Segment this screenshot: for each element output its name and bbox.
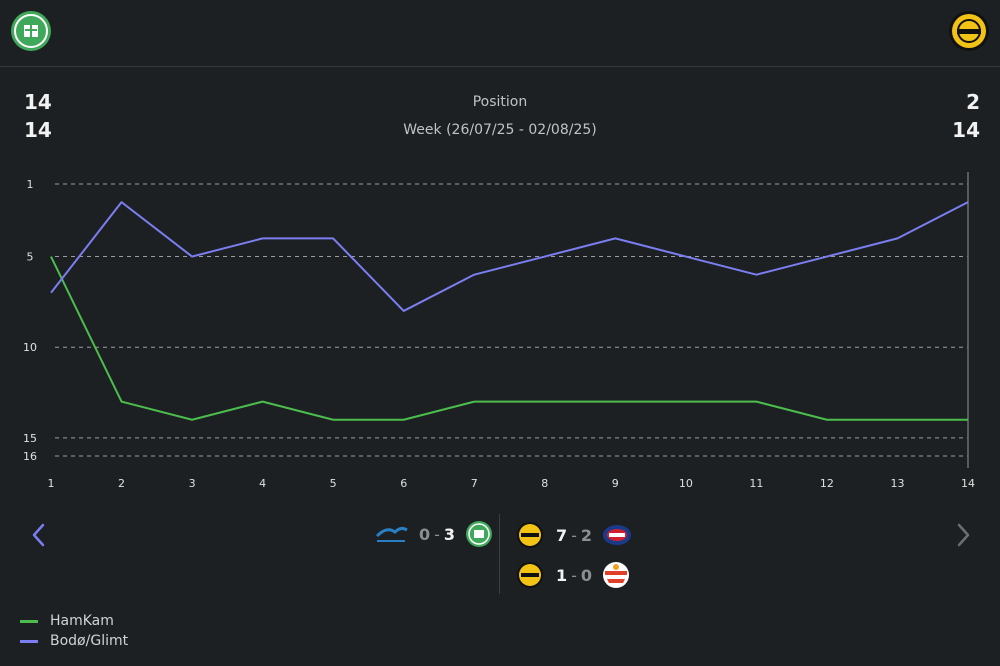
home-match-home-score: 0	[419, 524, 431, 544]
legend-home: HamKam	[20, 613, 114, 629]
legend-home-swatch	[20, 619, 38, 623]
chart-title: Position	[472, 94, 528, 110]
series-line-bodo-glimt	[50, 201, 969, 312]
away-match-1-home-score: 7	[556, 525, 568, 545]
kfum-oslo-crest-icon	[375, 526, 408, 542]
valerenga-crest-icon	[603, 525, 632, 545]
legend-away-label: Bodø/Glimt	[50, 633, 129, 649]
x-tick-label-10: 10	[679, 477, 693, 490]
x-tick-label-7: 7	[471, 477, 478, 490]
x-tick-label-3: 3	[189, 477, 196, 490]
away-match-2-away-score: 0	[580, 565, 593, 585]
x-tick-label-8: 8	[541, 477, 548, 490]
hamkam-crest-icon	[466, 521, 493, 547]
bodo-glimt-crest-icon	[517, 562, 543, 588]
x-tick-label-5: 5	[330, 477, 337, 490]
y-tick-label-5: 5	[27, 251, 34, 264]
x-tick-label-9: 9	[612, 477, 619, 490]
away-match-2-home-score: 1	[556, 565, 568, 585]
away-match-1-away-score: 2	[580, 525, 593, 545]
home-match-away-score: 3	[443, 524, 456, 544]
away-position: 2	[966, 90, 980, 114]
series-line-hamkam	[50, 256, 968, 421]
home-week-position: 14	[24, 118, 52, 142]
away-match-row-2[interactable]: 1 - 0	[516, 561, 630, 589]
x-tick-label-11: 11	[749, 477, 763, 490]
x-tick-label-13: 13	[890, 477, 904, 490]
chevron-left-icon[interactable]	[28, 520, 50, 550]
header-bar	[0, 0, 1000, 67]
away-match-row-1[interactable]: 7 - 2	[516, 521, 632, 549]
y-tick-label-1: 1	[27, 178, 34, 191]
x-tick-label-2: 2	[118, 477, 125, 490]
legend-away: Bodø/Glimt	[20, 633, 128, 649]
stromsgodset-crest-icon	[603, 562, 630, 588]
score-dash: -	[571, 525, 577, 545]
score-dash: -	[571, 565, 577, 585]
bodo-glimt-crest-icon	[517, 522, 543, 548]
y-tick-label-16: 16	[23, 450, 37, 463]
x-tick-label-12: 12	[820, 477, 834, 490]
x-tick-label-14: 14	[961, 477, 975, 490]
hamkam-crest-icon[interactable]	[10, 10, 52, 52]
x-tick-label-1: 1	[48, 477, 55, 490]
legend-away-swatch	[20, 639, 38, 643]
y-tick-label-10: 10	[23, 341, 37, 354]
x-tick-label-4: 4	[259, 477, 266, 490]
chart-subtitle: Week (26/07/25 - 02/08/25)	[403, 122, 597, 138]
chevron-right-icon[interactable]	[952, 520, 974, 550]
y-tick-label-15: 15	[23, 432, 37, 445]
bodo-glimt-crest-icon[interactable]	[948, 10, 990, 52]
x-tick-label-6: 6	[400, 477, 407, 490]
home-match-row[interactable]: 0 - 3	[373, 520, 493, 548]
away-week-position: 14	[952, 118, 980, 142]
legend-home-label: HamKam	[50, 613, 114, 629]
score-dash: -	[434, 524, 440, 544]
home-position: 14	[24, 90, 52, 114]
matches-divider	[499, 514, 500, 594]
